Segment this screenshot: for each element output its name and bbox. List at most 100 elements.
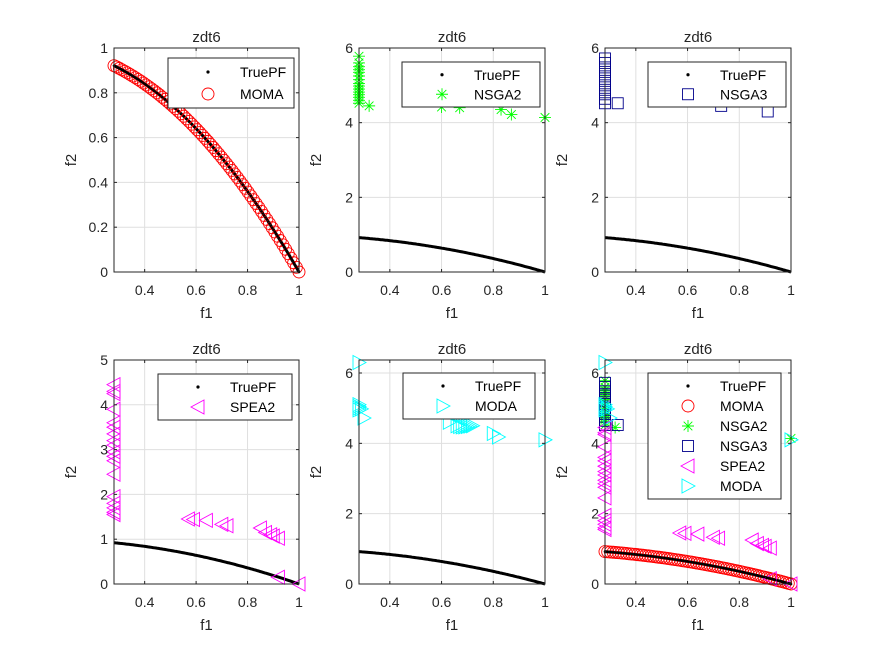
data-point-truepf: [665, 557, 669, 560]
y-axis-label: f2: [63, 154, 80, 167]
data-point-moda: [463, 418, 478, 434]
legend-marker-moma: [201, 87, 215, 101]
data-point-truepf: [225, 162, 228, 165]
truepf-curve: [113, 541, 300, 586]
legend-marker-moma: [681, 399, 695, 413]
subplot-title: zdt6: [684, 341, 712, 358]
data-point-spea2: [270, 530, 285, 547]
legend-marker-nsga2: [682, 420, 694, 432]
y-tick-label: 2: [100, 486, 108, 502]
subplot-title: zdt6: [192, 341, 220, 358]
data-point-truepf: [292, 261, 295, 265]
data-point-truepf: [627, 552, 631, 556]
y-tick-label: 2: [345, 189, 353, 205]
legend-marker-truepf: [206, 70, 210, 74]
data-point-truepf: [136, 78, 140, 81]
data-point-truepf: [778, 579, 782, 583]
data-point-moma: [182, 115, 196, 128]
data-point-truepf: [733, 568, 736, 572]
x-tick-label: 0.6: [186, 594, 206, 610]
data-point-truepf: [716, 565, 720, 569]
y-tick-label: 5: [100, 352, 108, 368]
legend: TruePF SPEA2: [157, 373, 293, 421]
data-point-truepf: [784, 581, 787, 584]
data-point-truepf: [751, 573, 755, 576]
data-point-truepf: [762, 575, 766, 579]
legend-entry-truepf: TruePF: [440, 67, 520, 83]
data-point-truepf: [768, 577, 771, 580]
data-point-truepf: [254, 202, 258, 205]
x-tick-label: 0.4: [380, 282, 400, 298]
data-point-truepf: [198, 131, 202, 134]
data-point-spea2: [757, 538, 772, 555]
data-point-spea2: [744, 532, 759, 548]
data-point-truepf: [222, 159, 226, 162]
legend-label: MOMA: [720, 398, 764, 414]
legend-marker-moda: [681, 478, 696, 494]
legend-entry-nsga3: NSGA3: [682, 438, 768, 454]
data-point-truepf: [214, 149, 218, 152]
data-point-truepf: [700, 562, 704, 566]
legend: TruePF MOMA NSGA2 NSGA3 SPEA2 MODA: [647, 372, 782, 500]
data-point-nsga2: [609, 421, 622, 434]
data-point-truepf: [193, 125, 196, 129]
x-tick-label: 0.8: [484, 282, 504, 298]
data-point-spea2: [219, 518, 234, 534]
data-point-truepf: [203, 137, 207, 140]
legend-label: NSGA2: [474, 86, 522, 102]
data-point-truepf: [679, 559, 682, 562]
data-point-nsga3: [611, 97, 624, 110]
y-axis-label: f2: [554, 154, 571, 167]
x-tick-label: 0.6: [432, 594, 452, 610]
y-tick-label: 0: [591, 576, 599, 592]
data-point-spea2: [762, 540, 777, 556]
legend-box: [402, 372, 536, 420]
legend-entry-moma: MOMA: [681, 398, 764, 414]
data-point-truepf: [765, 576, 769, 580]
legend-entry-truepf: TruePF: [441, 378, 521, 394]
data-point-truepf: [238, 179, 242, 183]
x-tick-label: 1: [541, 282, 549, 298]
data-point-nsga3: [611, 419, 624, 432]
data-point-truepf: [128, 73, 132, 76]
data-point-moda: [357, 410, 372, 426]
data-point-spea2: [762, 570, 777, 587]
subplot-title: zdt6: [684, 29, 712, 46]
x-tick-label: 0.6: [678, 282, 698, 298]
data-point-moda: [486, 425, 502, 442]
x-tick-label: 1: [787, 594, 795, 610]
data-point-moda: [458, 419, 473, 435]
data-point-moma: [179, 112, 193, 126]
legend-label: MODA: [720, 478, 763, 494]
x-tick-label: 0.8: [238, 594, 258, 610]
y-tick-label: 4: [345, 115, 353, 131]
data-point-truepf: [749, 572, 752, 576]
data-point-truepf: [738, 570, 742, 573]
legend-marker-spea2: [680, 458, 695, 474]
data-point-truepf: [182, 114, 186, 118]
y-tick-label: 1: [100, 40, 108, 56]
data-point-nsga2: [495, 103, 508, 116]
y-tick-label: 6: [345, 40, 353, 56]
data-point-truepf: [633, 553, 636, 556]
y-tick-label: 0: [345, 576, 353, 592]
data-point-truepf: [209, 143, 212, 146]
y-tick-label: 0: [345, 264, 353, 280]
y-tick-label: 0.8: [89, 85, 109, 101]
data-point-truepf: [268, 222, 271, 225]
data-point-truepf: [776, 579, 779, 582]
legend-box: [647, 372, 782, 500]
data-point-moda: [450, 418, 466, 434]
data-point-truepf: [730, 568, 733, 572]
data-point-truepf: [131, 74, 135, 78]
data-point-truepf: [725, 567, 728, 570]
data-point-moma: [236, 178, 250, 192]
y-tick-label: 2: [591, 189, 599, 205]
legend-label: TruePF: [720, 67, 766, 83]
data-point-moma: [212, 147, 226, 161]
y-tick-label: 0.2: [89, 219, 109, 235]
data-point-truepf: [246, 190, 250, 194]
legend-entry-nsga3: NSGA3: [682, 86, 768, 102]
data-point-spea2: [677, 525, 692, 542]
data-point-truepf: [668, 557, 671, 561]
